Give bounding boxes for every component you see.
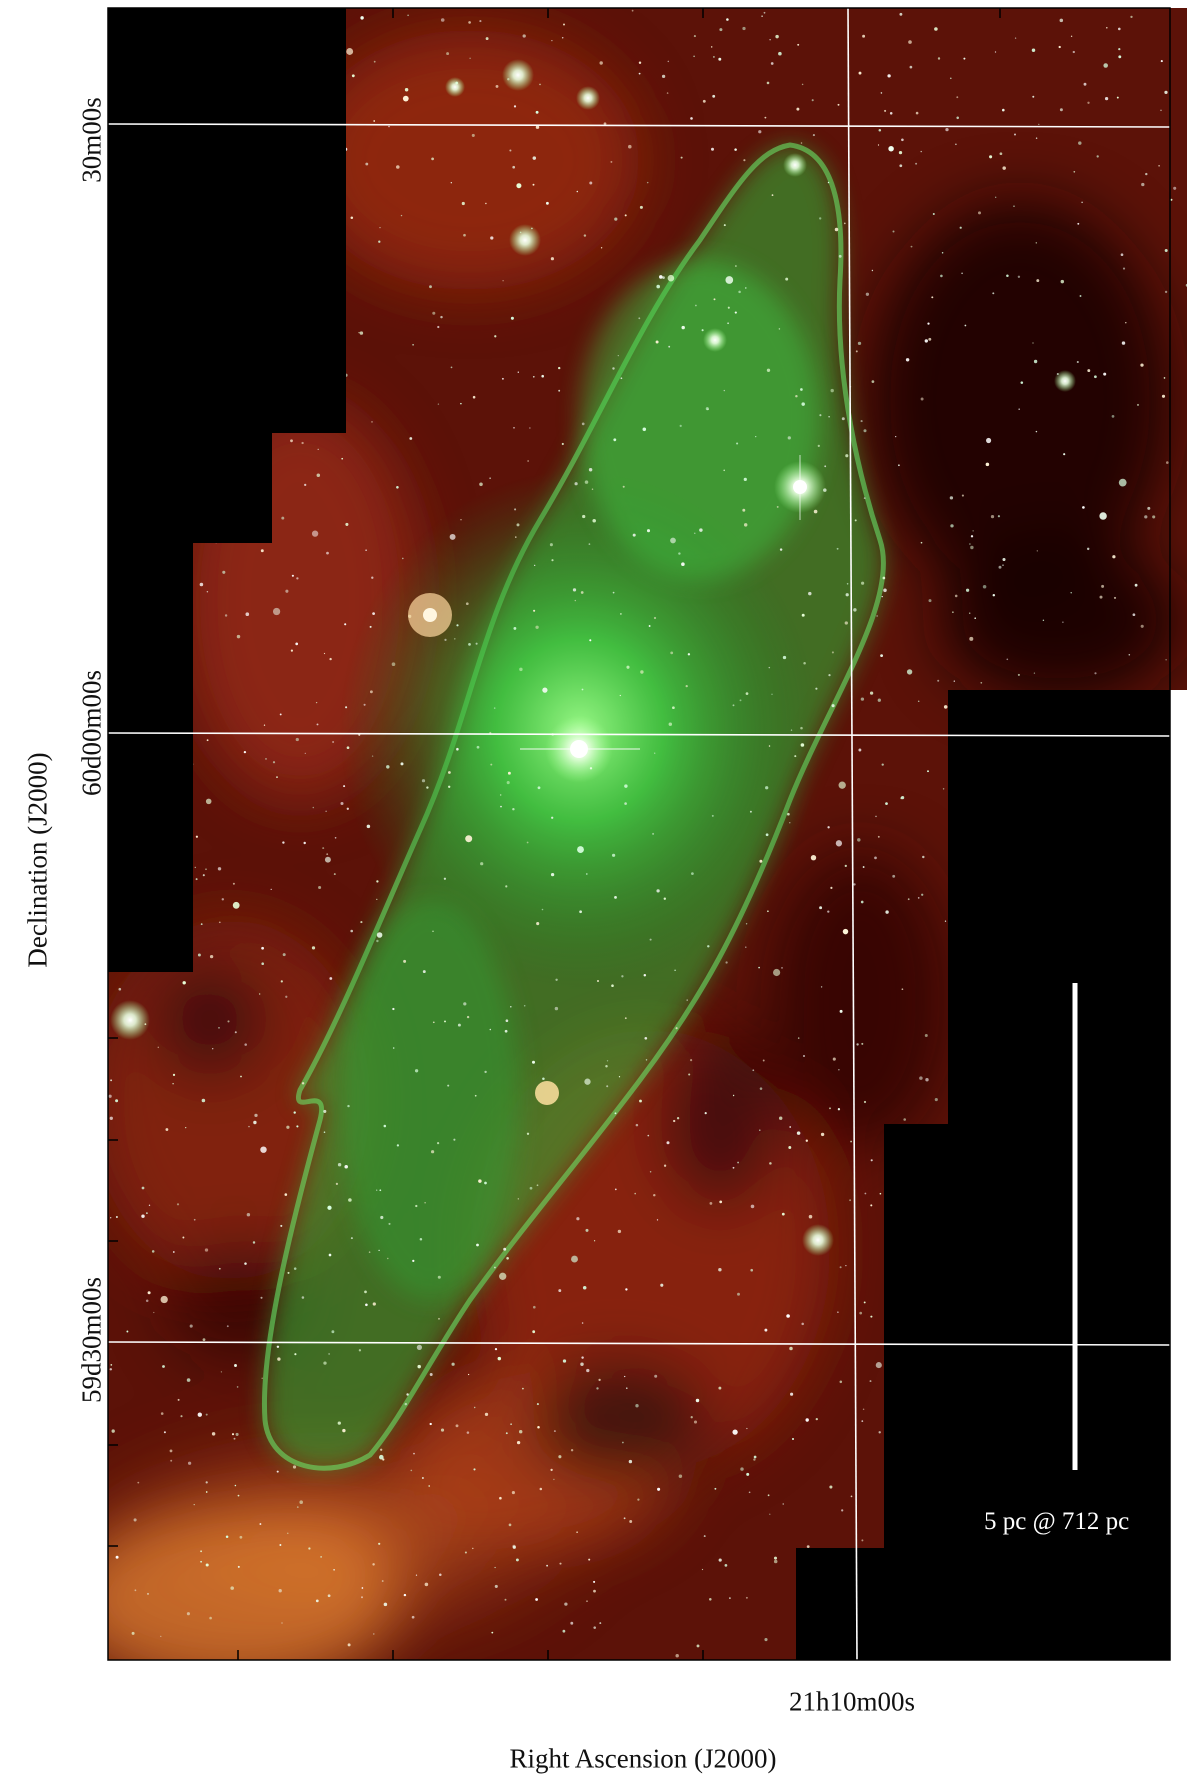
dust-emission xyxy=(108,30,1180,1660)
y-tick-label-59d30m: 59d30m00s xyxy=(76,1276,107,1404)
y-tick-label-30m: 30m00s xyxy=(76,97,107,183)
y-axis-title: Declination (J2000) xyxy=(22,752,53,968)
axis-ticks xyxy=(108,8,1166,1660)
scale-bar-label: 5 pc @ 712 pc xyxy=(984,1508,1130,1535)
coordinate-grid xyxy=(108,8,1170,1660)
y-tick-label-60d00m: 60d00m00s xyxy=(76,669,107,797)
grid-line-dec-30m xyxy=(108,123,1170,128)
x-axis-title: Right Ascension (J2000) xyxy=(509,1743,777,1774)
grid-line-ra-21h10m xyxy=(847,8,858,1660)
grid-line-dec-60d00m xyxy=(108,732,1170,737)
plot-frame xyxy=(107,7,1171,1661)
grid-line-dec-59d30m xyxy=(108,1341,1170,1346)
x-tick-label-21h10m: 21h10m00s xyxy=(788,1686,916,1717)
bright-stars xyxy=(110,59,1076,1256)
